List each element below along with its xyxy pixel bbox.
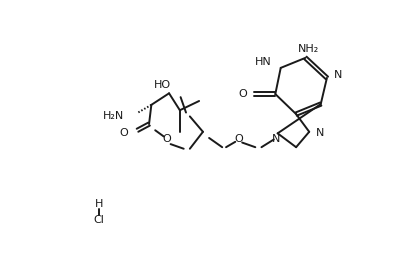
Text: O: O [233,134,242,144]
Text: HN: HN [254,57,271,67]
Text: NH₂: NH₂ [297,44,318,54]
Text: O: O [238,89,247,99]
Text: N: N [333,70,341,80]
Text: HO: HO [153,80,170,90]
Text: H: H [95,199,103,209]
Text: Cl: Cl [93,215,104,225]
Text: O: O [119,128,128,138]
Text: N: N [271,135,279,145]
Text: O: O [162,135,171,145]
Text: N: N [315,128,324,138]
Text: H₂N: H₂N [103,111,124,121]
